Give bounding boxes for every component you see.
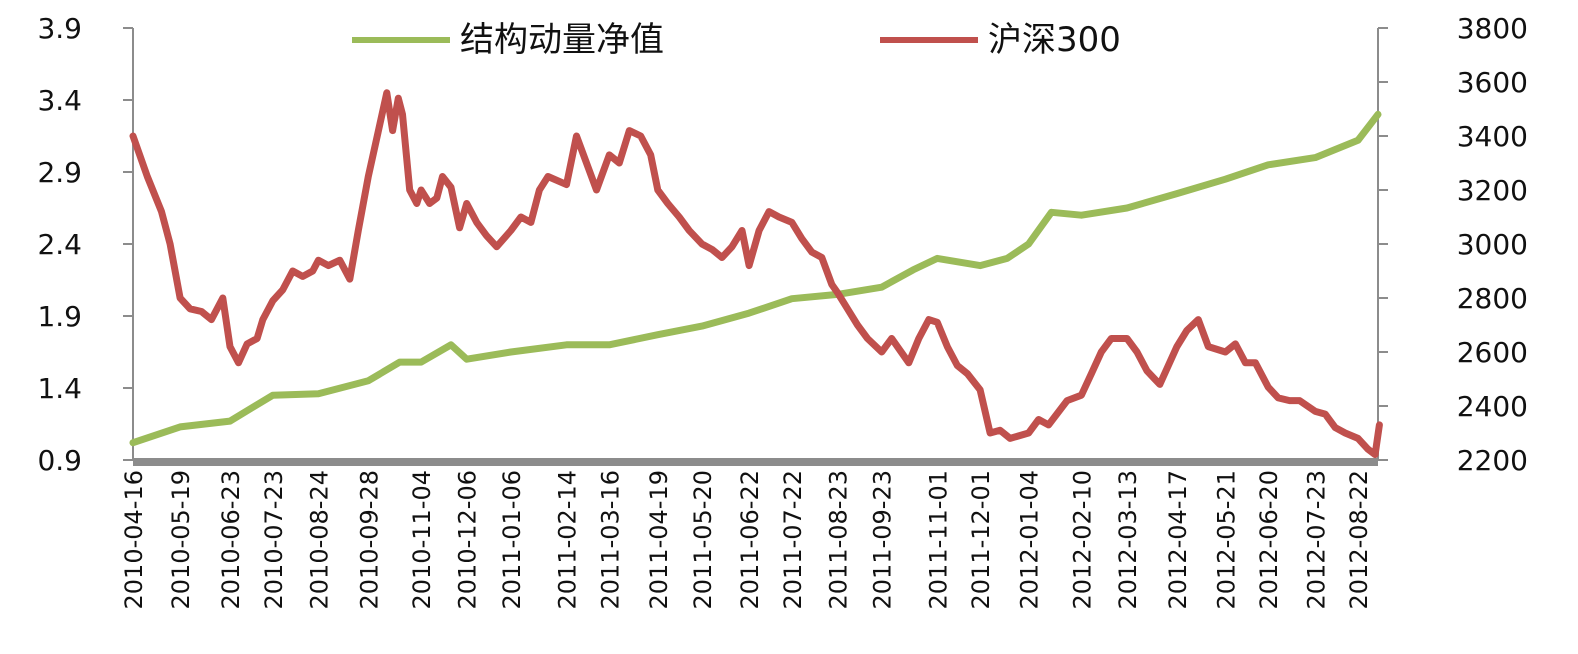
right-tick-label: 2600 (1457, 336, 1528, 369)
x-tick-label: 2011-09-23 (869, 470, 897, 609)
x-tick-label: 2012-03-13 (1114, 470, 1142, 609)
x-tick-label: 2011-08-23 (825, 470, 853, 609)
x-tick-label: 2012-06-20 (1255, 470, 1283, 609)
x-tick-label: 2011-07-22 (779, 470, 807, 609)
series-layer (129, 89, 1383, 459)
x-tick-label: 2010-12-06 (454, 470, 482, 609)
series-line-structural-momentum (129, 110, 1382, 447)
legend-label-csi300: 沪深300 (988, 20, 1121, 60)
series-line-csi300 (129, 89, 1383, 459)
x-tick-label: 2012-07-23 (1302, 470, 1330, 609)
left-axis-ticks: 3.9 3.4 2.9 2.4 1.9 1.4 0.9 (37, 12, 133, 477)
left-tick-label: 1.4 (37, 372, 82, 405)
x-tick-label: 2011-03-16 (596, 470, 624, 609)
x-tick-label: 2012-08-22 (1345, 470, 1373, 609)
x-tick-label: 2011-06-22 (736, 470, 764, 609)
x-tick-label: 2011-12-01 (967, 470, 995, 609)
right-tick-label: 2800 (1457, 282, 1528, 315)
x-tick-label: 2010-08-24 (305, 470, 333, 609)
right-tick-label: 3200 (1457, 174, 1528, 207)
x-tick-label: 2011-05-20 (689, 470, 717, 609)
x-tick-label: 2011-01-06 (498, 470, 526, 609)
x-tick-label: 2010-04-16 (120, 470, 148, 609)
legend: 结构动量净值 沪深300 (352, 20, 1121, 60)
x-tick-label: 2010-09-28 (355, 470, 383, 609)
right-tick-label: 2200 (1457, 444, 1528, 477)
right-tick-label: 2400 (1457, 390, 1528, 423)
right-tick-label: 3600 (1457, 66, 1528, 99)
right-tick-label: 3400 (1457, 120, 1528, 153)
right-tick-label: 3800 (1457, 12, 1528, 45)
right-tick-label: 3000 (1457, 228, 1528, 261)
left-tick-label: 3.4 (37, 84, 82, 117)
left-tick-label: 1.9 (37, 300, 82, 333)
x-tick-label: 2012-04-17 (1164, 470, 1192, 609)
x-tick-label: 2012-05-21 (1212, 470, 1240, 609)
x-tick-label: 2011-11-01 (924, 470, 952, 609)
x-tick-label: 2011-04-19 (645, 470, 673, 609)
left-tick-label: 3.9 (37, 12, 82, 45)
x-tick-label: 2011-02-14 (554, 470, 582, 609)
left-tick-label: 2.9 (37, 156, 82, 189)
x-tick-label: 2010-05-19 (167, 470, 195, 609)
x-tick-label: 2010-11-04 (408, 470, 436, 609)
left-tick-label: 0.9 (37, 444, 82, 477)
x-tick-label: 2012-01-04 (1016, 470, 1044, 609)
legend-label-structural-momentum: 结构动量净值 (460, 20, 664, 60)
left-tick-label: 2.4 (37, 228, 82, 261)
x-tick-label: 2012-02-10 (1068, 470, 1096, 609)
x-axis-ticks: 2010-04-16 2010-05-19 2010-06-23 2010-07-23… (120, 470, 1373, 609)
x-tick-label: 2010-07-23 (260, 470, 288, 609)
x-tick-label: 2010-06-23 (217, 470, 245, 609)
right-axis-ticks: 3800 3600 3400 3200 3000 2800 2600 2400 2200 (1378, 12, 1528, 477)
